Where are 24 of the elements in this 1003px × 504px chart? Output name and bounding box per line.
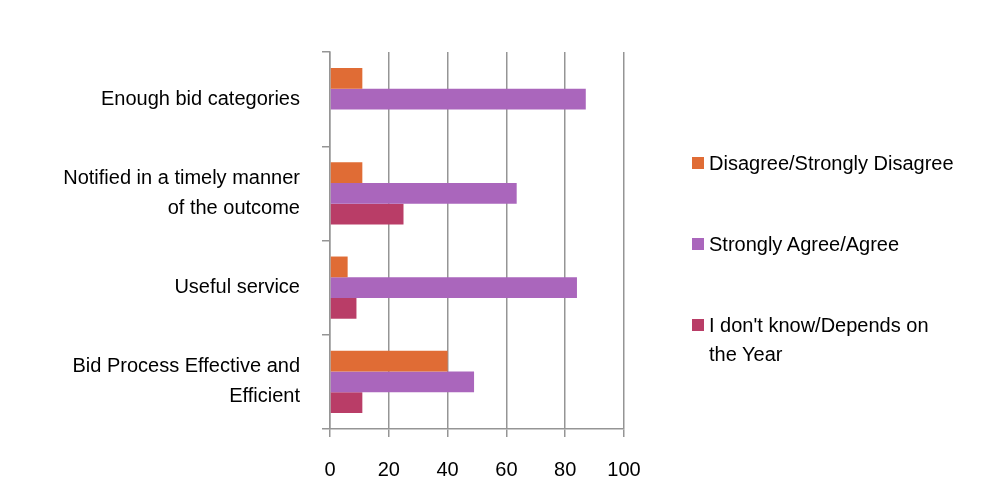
- y-tick-label: Bid Process Effective and Efficient: [72, 354, 301, 407]
- bar: [330, 203, 404, 225]
- bar: [330, 277, 577, 298]
- y-tick-label: Notified in a timely manner of the outcome: [63, 165, 301, 218]
- x-tick-label: 60: [495, 457, 518, 480]
- legend-label: Disagree/Strongly Disagree: [709, 151, 954, 176]
- legend-label: Strongly Agree/Agree: [709, 232, 900, 257]
- bar: [330, 183, 517, 204]
- y-tick-label: Useful service: [174, 275, 300, 298]
- bar: [330, 371, 475, 393]
- x-tick-label: 80: [554, 457, 577, 480]
- bar: [330, 68, 363, 89]
- x-tick-label: 40: [436, 457, 459, 480]
- legend-label: I don't know/Depends on the Year: [709, 313, 930, 367]
- bar: [330, 256, 348, 278]
- bar: [330, 350, 448, 372]
- bar: [330, 88, 586, 110]
- x-tick-label: 100: [607, 457, 641, 480]
- x-tick-label: 0: [324, 457, 336, 480]
- y-tick-label: Enough bid categories: [100, 86, 300, 109]
- x-tick-label: 20: [377, 457, 400, 480]
- bar: [330, 162, 363, 184]
- bar: [330, 392, 363, 413]
- bar: [330, 297, 357, 319]
